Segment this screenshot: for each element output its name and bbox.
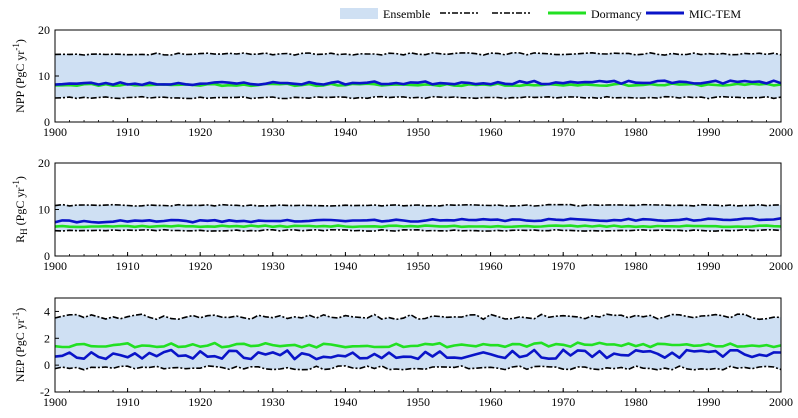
x-tick-label-nep: 1990 [696, 395, 720, 409]
y-tick-label-npp: 20 [38, 23, 50, 37]
x-tick-label-nep: 1950 [406, 395, 430, 409]
x-tick-label-rh: 1910 [116, 259, 140, 273]
dormancy-line-npp [55, 82, 782, 88]
x-tick-label-rh: 1940 [333, 259, 357, 273]
x-tick-label-nep: 1970 [551, 395, 575, 409]
x-tick-label-rh: 1950 [406, 259, 430, 273]
x-tick-label-npp: 1950 [406, 125, 430, 139]
legend: Ensemble Dormancy MIC-TEM [340, 7, 741, 21]
x-tick-label-npp: 1930 [261, 125, 285, 139]
x-tick-label-nep: 1910 [116, 395, 140, 409]
x-tick-label-nep: 1940 [333, 395, 357, 409]
x-tick-label-npp: 1920 [188, 125, 212, 139]
y-tick-label-nep: 0 [44, 358, 50, 372]
x-tick-label-rh: 1960 [479, 259, 503, 273]
x-tick-label-rh: 1980 [624, 259, 648, 273]
legend-ensemble-label: Ensemble [383, 7, 430, 21]
x-tick-label-npp: 1970 [551, 125, 575, 139]
y-tick-label-nep: 2 [44, 331, 50, 345]
upper-bound-line-npp [54, 51, 782, 56]
y-tick-label-nep: 4 [44, 304, 50, 318]
ensemble-band-npp [55, 52, 781, 99]
x-tick-label-rh: 2000 [769, 259, 793, 273]
x-tick-label-npp: 1990 [696, 125, 720, 139]
x-tick-label-npp: 1980 [624, 125, 648, 139]
lower-bound-line-npp [54, 95, 782, 100]
x-tick-label-rh: 1900 [43, 259, 67, 273]
dormancy-line-nep [54, 341, 782, 349]
x-tick-label-npp: 1940 [333, 125, 357, 139]
legend-ensemble-swatch [340, 8, 378, 19]
panel-nep: 1900 1910 1920 1930 1940 1950 1960 1970 1980 1990… [11, 297, 793, 409]
x-tick-label-nep: 1900 [43, 395, 67, 409]
y-tick-label-rh: 10 [38, 203, 50, 217]
x-tick-label-nep: 1930 [261, 395, 285, 409]
ensemble-band-nep [55, 314, 781, 370]
x-tick-label-rh: 1930 [261, 259, 285, 273]
y-axis-label-nep: NEP (PgC yr-1) [11, 308, 27, 382]
mictem-line-nep [54, 348, 782, 361]
dormancy-line-rh [54, 224, 782, 229]
x-tick-label-nep: 1920 [188, 395, 212, 409]
lower-bound-line-nep [54, 365, 782, 371]
y-tick-label-rh: 0 [44, 249, 50, 263]
x-tick-label-rh: 1990 [696, 259, 720, 273]
mictem-line-npp [54, 79, 782, 87]
x-tick-label-npp: 2000 [769, 125, 793, 139]
panel-rh: 1900 1910 1920 1930 1940 1950 1960 1970 1980 1990… [11, 156, 793, 273]
legend-dormancy-label: Dormancy [591, 7, 642, 21]
x-tick-label-rh: 1970 [551, 259, 575, 273]
y-tick-label-rh: 20 [38, 156, 50, 170]
upper-bound-line-rh [54, 203, 782, 207]
panel-npp: 1900 1910 1920 1930 1940 1950 1960 1970 1980 1990… [11, 23, 793, 139]
x-tick-label-npp: 1900 [43, 125, 67, 139]
y-tick-label-npp: 10 [38, 69, 50, 83]
y-tick-label-nep: -2 [40, 385, 50, 399]
mictem-line-rh [54, 217, 782, 224]
y-axis-label-rh: RH (PgC yr-1) [11, 176, 29, 243]
x-tick-label-nep: 1960 [479, 395, 503, 409]
x-tick-label-nep: 2000 [769, 395, 793, 409]
x-tick-label-rh: 1920 [188, 259, 212, 273]
x-tick-label-npp: 1960 [479, 125, 503, 139]
x-tick-label-npp: 1910 [116, 125, 140, 139]
x-tick-label-nep: 1980 [624, 395, 648, 409]
lower-bound-line-rh [54, 228, 782, 232]
y-axis-label-npp: NPP (PgC yr-1) [11, 39, 27, 113]
y-tick-label-npp: 0 [44, 115, 50, 129]
legend-mictem-label: MIC-TEM [689, 7, 741, 21]
